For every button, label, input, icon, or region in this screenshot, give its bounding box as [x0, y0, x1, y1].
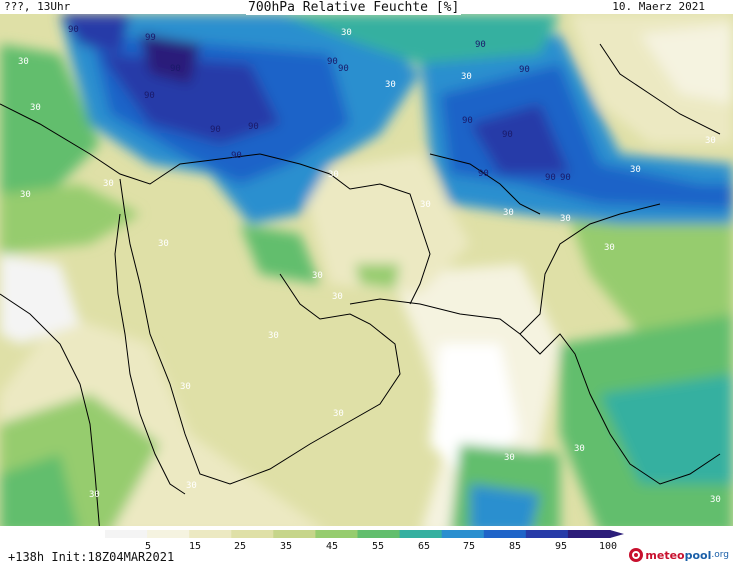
contour-label-30: 30 [604, 243, 615, 253]
contour-label-30: 30 [630, 165, 641, 175]
contour-label-30: 30 [332, 292, 343, 302]
colorbar-cell [315, 530, 358, 538]
contour-label-30: 30 [328, 170, 339, 180]
colorbar-tick: 75 [462, 541, 476, 552]
colorbar-tick: 45 [325, 541, 339, 552]
contour-label-90: 90 [502, 130, 513, 140]
forecast-info: +138h Init:18Z04MAR2021 [8, 550, 175, 564]
contour-label-90: 90 [248, 122, 259, 132]
contour-label-90: 90 [327, 57, 338, 67]
contour-label-30: 30 [705, 136, 716, 146]
contour-label-90: 90 [210, 125, 221, 135]
logo-text-meteo: meteo [645, 548, 685, 562]
contour-label-90: 90 [170, 64, 181, 74]
contour-label-30: 30 [710, 495, 721, 505]
contour-label-90: 90 [338, 64, 349, 74]
logo-text-pool: pool [684, 548, 712, 562]
colorbar-tick: 35 [279, 541, 293, 552]
map-canvas: 90 99 90 90 90 90 90 90 90 90 90 90 90 9… [0, 14, 733, 526]
colorbar-cell [399, 530, 443, 538]
contour-label-30: 30 [30, 103, 41, 113]
colorbar-tick: 65 [417, 541, 431, 552]
colorbar-cell [567, 530, 611, 538]
colorbar-tick: 100 [598, 541, 618, 552]
colorbar-tick: 85 [508, 541, 522, 552]
contour-label-90: 90 [519, 65, 530, 75]
contour-label-30: 30 [560, 214, 571, 224]
contour-label-30: 30 [18, 57, 29, 67]
colorbar-cell [105, 530, 148, 538]
contour-label-30: 30 [461, 72, 472, 82]
contour-label-30: 30 [420, 200, 431, 210]
header: ???, 13Uhr 700hPa Relative Feuchte [%] 1… [0, 0, 733, 15]
contour-label-30: 30 [89, 490, 100, 500]
contour-label-90: 90 [144, 91, 155, 101]
colorbar-cell [273, 530, 316, 538]
contour-label-30: 30 [180, 382, 191, 392]
run-label: ???, 13Uhr [4, 0, 71, 13]
colorbar-tick: 15 [188, 541, 202, 552]
contour-label-90: 90 [68, 25, 79, 35]
meteopool-logo-icon [629, 548, 644, 562]
contour-label-90: 90 [475, 40, 486, 50]
valid-date: 10. Maerz 2021 [612, 0, 705, 13]
colorbar-tick: 55 [371, 541, 385, 552]
contour-label-99: 99 [145, 33, 156, 43]
contour-label-90: 90 [462, 116, 473, 126]
colorbar-cell [189, 530, 232, 538]
colorbar-ticks: 5 15 25 35 45 55 65 75 85 95 100 [0, 541, 733, 553]
colorbar-cell [147, 530, 190, 538]
colorbar-tick: 25 [233, 541, 247, 552]
contour-label-90: 90 [560, 173, 571, 183]
colorbar-arrow [610, 530, 624, 538]
colorbar-cell [231, 530, 274, 538]
contour-label-30: 30 [186, 481, 197, 491]
colorbar-cell [441, 530, 485, 538]
colorbar-cell [525, 530, 569, 538]
colorbar-tick: 95 [554, 541, 568, 552]
contour-label-30: 30 [333, 409, 344, 419]
contour-label-30: 30 [504, 453, 515, 463]
colorbar-tick: 5 [144, 541, 152, 552]
contour-label-30: 30 [341, 28, 352, 38]
contour-label-30: 30 [103, 179, 114, 189]
contour-label-90: 90 [231, 151, 242, 161]
contour-label-30: 30 [385, 80, 396, 90]
colorbar-cell [357, 530, 401, 538]
meteopool-logo[interactable]: meteo pool .org [629, 545, 729, 565]
contour-label-30: 30 [503, 208, 514, 218]
humidity-map: 90 99 90 90 90 90 90 90 90 90 90 90 90 9… [0, 14, 733, 526]
contour-label-30: 30 [574, 444, 585, 454]
contour-label-30: 30 [158, 239, 169, 249]
contour-label-30: 30 [312, 271, 323, 281]
logo-text-org: .org [711, 550, 729, 560]
contour-label-90: 90 [478, 169, 489, 179]
colorbar [105, 530, 624, 538]
map-title: 700hPa Relative Feuchte [%] [246, 0, 462, 15]
contour-label-30: 30 [268, 331, 279, 341]
colorbar-cell [483, 530, 527, 538]
contour-label-90: 90 [545, 173, 556, 183]
contour-label-30: 30 [20, 190, 31, 200]
